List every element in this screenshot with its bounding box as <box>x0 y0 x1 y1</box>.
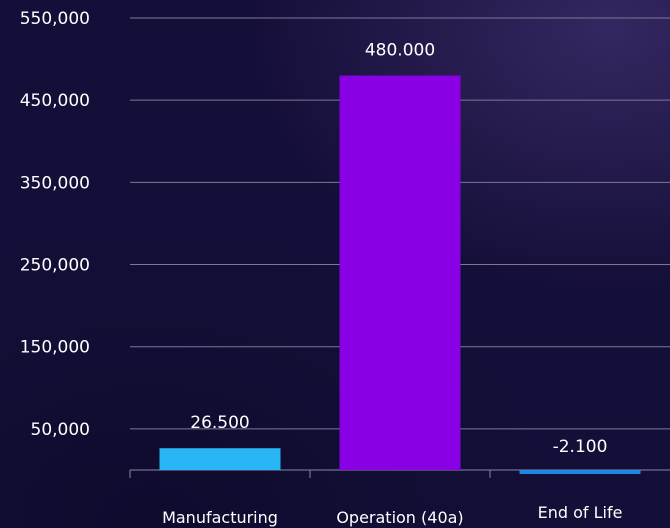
bar-end-of-life <box>519 470 641 474</box>
data-label: 26.500 <box>190 413 249 433</box>
y-tick-label: 150,000 <box>20 338 90 358</box>
y-tick-label: 350,000 <box>20 173 90 193</box>
data-label: 480.000 <box>365 41 435 61</box>
bar-manufacturing <box>159 448 281 470</box>
y-tick-label: 250,000 <box>20 256 90 276</box>
x-tick-label: End of Life <box>538 503 623 522</box>
x-axis-ticks: Manufacturing Operation (40a) End of Life <box>162 503 622 527</box>
x-tick-label: Manufacturing <box>162 508 278 527</box>
y-tick-label: 450,000 <box>20 91 90 111</box>
data-labels: 26.500 480.000 -2.100 <box>190 41 607 457</box>
bars <box>159 75 641 474</box>
y-tick-label: 550,000 <box>20 9 90 29</box>
x-tick-label: Operation (40a) <box>336 508 463 527</box>
bar-operation-40a <box>339 75 461 470</box>
data-label: -2.100 <box>553 437 608 457</box>
y-tick-label: 50,000 <box>31 420 90 440</box>
y-axis-ticks: 550,000 450,000 350,000 250,000 150,000 50,00… <box>20 9 90 440</box>
